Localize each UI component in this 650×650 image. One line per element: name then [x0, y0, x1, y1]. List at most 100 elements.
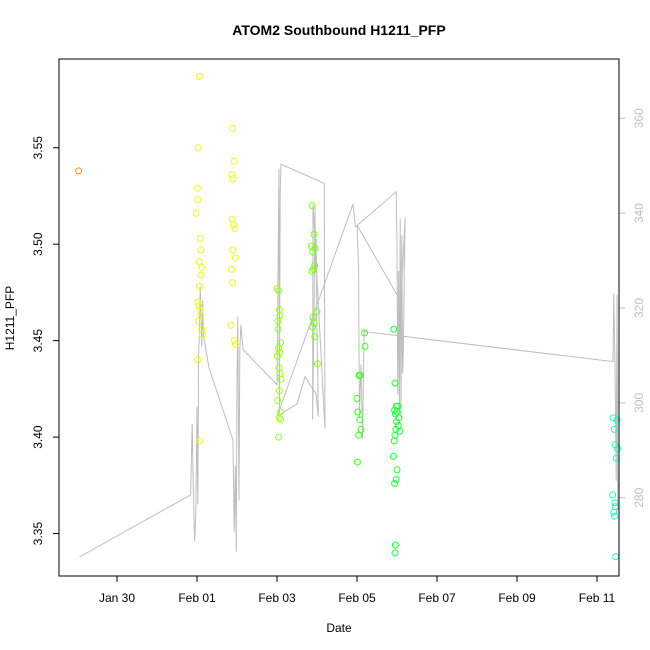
data-point	[357, 425, 365, 433]
data-point	[612, 553, 620, 561]
data-point	[610, 425, 618, 433]
x-tick-label: Feb 03	[258, 591, 296, 605]
x-tick-label: Feb 11	[579, 591, 616, 605]
y-tick-label: 3.40	[31, 425, 45, 449]
data-points-layer	[75, 72, 621, 561]
data-point	[611, 499, 619, 507]
data-point	[389, 452, 397, 460]
data-point	[356, 371, 364, 379]
data-point	[391, 541, 399, 549]
x-axis-label: Date	[326, 621, 352, 635]
data-point	[308, 202, 316, 210]
data-point	[275, 287, 283, 294]
data-point	[230, 337, 238, 345]
x-tick-label: Feb 07	[418, 591, 456, 605]
data-point	[229, 279, 237, 287]
data-point	[354, 408, 362, 416]
data-point	[274, 397, 282, 404]
data-point	[273, 352, 281, 360]
data-point	[228, 171, 236, 179]
data-point	[195, 317, 203, 325]
data-point	[309, 248, 317, 256]
data-point	[392, 476, 400, 483]
plot-frame	[58, 58, 620, 577]
data-point	[391, 549, 399, 557]
concentration-line-layer	[79, 163, 619, 558]
data-point	[313, 308, 321, 316]
data-point	[227, 265, 235, 273]
data-point	[356, 416, 364, 424]
data-point	[229, 246, 237, 254]
data-point	[311, 333, 319, 341]
data-point	[195, 302, 203, 310]
data-point	[199, 331, 207, 339]
data-point	[275, 387, 283, 395]
data-point	[275, 414, 283, 422]
data-point	[231, 254, 239, 262]
data-point	[390, 437, 398, 445]
y-tick-label: 3.35	[31, 522, 45, 546]
data-point	[275, 344, 283, 352]
data-point	[393, 466, 401, 474]
x-tick-label: Feb 05	[338, 591, 376, 605]
data-point	[308, 267, 316, 275]
data-point	[274, 317, 282, 325]
data-point	[194, 196, 202, 204]
x-tick-label: Feb 01	[178, 591, 216, 605]
x-axis: Jan 30 Feb 01 Feb 03 Feb 05 Feb 07 Feb 09 Feb …	[99, 576, 616, 605]
data-point	[609, 491, 617, 499]
data-point	[353, 395, 361, 402]
data-point	[310, 319, 318, 327]
data-point	[393, 418, 401, 426]
x-tick-label: Jan 30	[99, 591, 135, 605]
data-point	[309, 265, 317, 273]
data-point	[231, 341, 239, 348]
y-axis-left: 3.35 3.40 3.45 3.50 3.55	[31, 136, 59, 546]
data-point	[361, 342, 369, 350]
y2-tick-label: 320	[632, 298, 646, 318]
data-point	[229, 221, 237, 229]
data-point	[227, 321, 235, 329]
data-point	[275, 433, 283, 441]
data-point	[611, 512, 619, 520]
data-point	[196, 437, 204, 445]
data-point	[194, 356, 202, 364]
data-point	[229, 124, 237, 132]
data-point	[231, 225, 239, 233]
data-point	[195, 258, 203, 266]
data-point	[229, 175, 237, 183]
y2-tick-label: 280	[632, 487, 646, 507]
data-point	[228, 215, 236, 223]
data-point	[75, 167, 83, 175]
y-axis-right: 280 300 320 340 360	[619, 108, 646, 508]
data-point	[194, 144, 202, 152]
data-point	[390, 325, 398, 333]
data-point	[613, 445, 621, 453]
data-point	[274, 325, 282, 333]
y2-tick-label: 300	[632, 393, 646, 413]
data-point	[192, 209, 200, 217]
y2-tick-label: 360	[632, 108, 646, 128]
y2-tick-label: 340	[632, 203, 646, 223]
data-point	[613, 416, 621, 424]
data-point	[277, 416, 285, 424]
data-point	[230, 157, 238, 165]
data-point	[391, 431, 399, 439]
data-point	[277, 339, 285, 347]
data-point	[197, 271, 205, 279]
data-point	[610, 508, 618, 516]
data-point	[194, 298, 202, 306]
y-axis-label: H1211_PFP	[3, 286, 17, 350]
data-point	[193, 184, 201, 192]
data-point	[609, 414, 617, 422]
data-point	[273, 285, 281, 293]
data-point	[391, 379, 399, 387]
chart-title: ATOM2 Southbound H1211_PFP	[232, 22, 445, 38]
data-point	[355, 431, 363, 439]
data-point	[195, 283, 203, 291]
series-line	[79, 163, 619, 558]
y-tick-label: 3.45	[31, 329, 45, 353]
data-point	[196, 234, 204, 242]
data-point	[195, 72, 203, 80]
data-point	[311, 261, 319, 269]
